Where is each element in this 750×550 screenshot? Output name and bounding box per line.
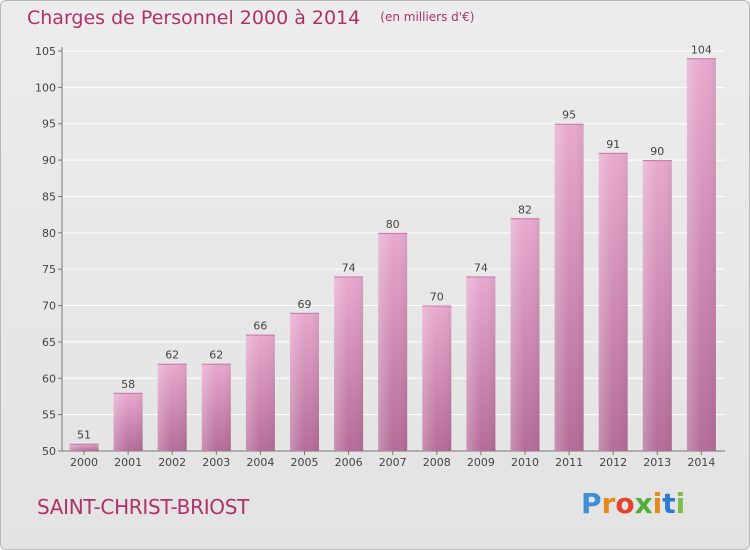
y-tick-label: 90 (42, 154, 56, 167)
data-label: 104 (691, 43, 712, 56)
data-label: 80 (386, 218, 400, 231)
data-label: 74 (342, 261, 356, 274)
logo-letter: o (615, 487, 635, 520)
y-tick-label: 80 (42, 227, 56, 240)
data-label: 74 (474, 261, 488, 274)
bar-shade (686, 58, 716, 451)
data-label: 90 (650, 145, 664, 158)
data-label: 51 (77, 429, 91, 442)
chart-title: Charges de Personnel 2000 à 2014 (en mil… (27, 7, 474, 29)
logo-letter: i (675, 487, 686, 520)
data-label: 70 (430, 291, 444, 304)
bar-shade (245, 334, 275, 451)
x-tick-label: 2010 (511, 456, 539, 469)
data-label: 58 (121, 378, 135, 391)
x-tick-label: 2004 (246, 456, 274, 469)
bar-shade (69, 443, 99, 451)
commune-name: SAINT-CHRIST-BRIOST (37, 495, 250, 519)
bar-shade (642, 160, 672, 451)
bar-shade (598, 152, 628, 451)
x-tick-label: 2002 (158, 456, 186, 469)
y-tick-label: 100 (35, 81, 56, 94)
data-label: 62 (165, 349, 179, 362)
x-tick-label: 2011 (555, 456, 583, 469)
x-tick-label: 2005 (291, 456, 319, 469)
x-tick-label: 2003 (202, 456, 230, 469)
data-label: 95 (562, 109, 576, 122)
bar-shade (113, 392, 143, 451)
y-tick-label: 55 (42, 409, 56, 422)
logo-letter: x (634, 487, 653, 520)
y-tick-label: 65 (42, 336, 56, 349)
x-tick-label: 2009 (467, 456, 495, 469)
y-tick-label: 95 (42, 118, 56, 131)
x-tick-label: 2001 (114, 456, 142, 469)
x-tick-label: 2013 (643, 456, 671, 469)
data-label: 91 (606, 138, 620, 151)
bar-shade (422, 305, 452, 451)
bar-shade (290, 312, 319, 451)
x-tick-label: 2008 (423, 456, 451, 469)
x-tick-label: 2006 (335, 456, 363, 469)
bar-shade (201, 363, 231, 451)
bar-shade (157, 363, 187, 451)
data-label: 69 (298, 298, 312, 311)
logo-letter: P (581, 487, 602, 520)
x-tick-label: 2012 (599, 456, 627, 469)
bar-shade (466, 276, 496, 451)
data-label: 82 (518, 203, 532, 216)
chart-title-text: Charges de Personnel 2000 à 2014 (27, 7, 361, 29)
bar-shade (378, 232, 408, 451)
chart-unit-note: (en milliers d'€) (380, 10, 475, 24)
data-label: 62 (209, 349, 223, 362)
proxiti-logo: Proxiti (581, 487, 685, 520)
x-tick-label: 2000 (70, 456, 98, 469)
y-tick-label: 50 (42, 445, 56, 458)
y-tick-label: 60 (42, 372, 56, 385)
data-label: 66 (253, 320, 267, 333)
logo-letter: t (662, 487, 676, 520)
y-tick-label: 105 (35, 45, 56, 58)
bar-shade (334, 276, 364, 451)
bar-shade (510, 218, 540, 451)
x-tick-label: 2014 (687, 456, 715, 469)
logo-letter: i (652, 487, 663, 520)
y-tick-label: 85 (42, 190, 56, 203)
y-tick-label: 75 (42, 263, 56, 276)
bar-shade (554, 123, 584, 452)
y-tick-label: 70 (42, 300, 56, 313)
x-tick-label: 2007 (379, 456, 407, 469)
logo-letter: r (601, 487, 616, 520)
